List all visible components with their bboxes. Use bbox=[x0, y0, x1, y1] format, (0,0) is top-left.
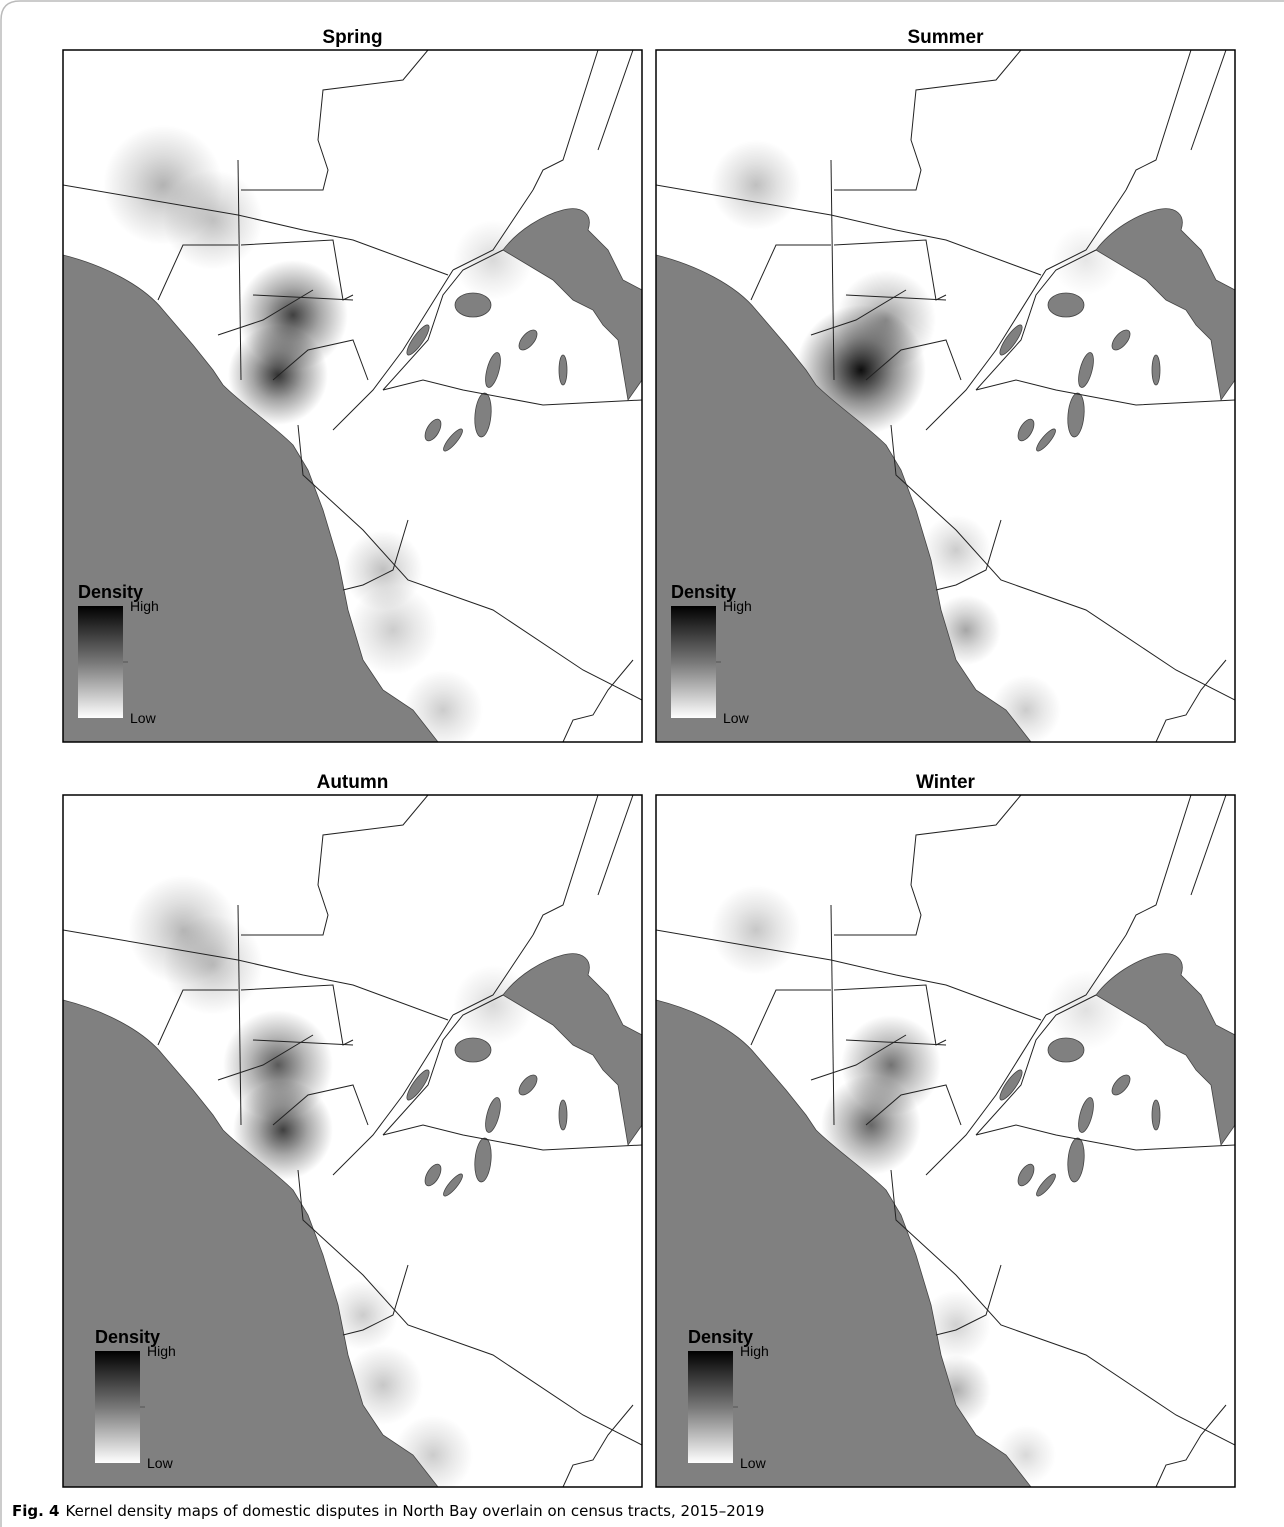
caption-label: Fig. 4 bbox=[12, 1502, 59, 1520]
legend-low: Low bbox=[147, 1455, 174, 1471]
panel-title: Autumn bbox=[317, 772, 389, 793]
legend-ramp bbox=[671, 606, 716, 718]
legend-low: Low bbox=[723, 710, 750, 726]
legend-high: High bbox=[147, 1343, 176, 1359]
density-hotspot bbox=[348, 585, 438, 675]
legend-low: Low bbox=[130, 710, 157, 726]
density-layer bbox=[128, 875, 533, 1487]
density-hotspot bbox=[711, 140, 801, 230]
panel-border bbox=[655, 49, 1236, 743]
panel-title: Spring bbox=[322, 27, 382, 48]
density-hotspot bbox=[233, 1080, 333, 1180]
density-hotspot bbox=[328, 1280, 398, 1350]
legend-title: Density bbox=[95, 1327, 160, 1347]
caption-text: Kernel density maps of domestic disputes… bbox=[65, 1502, 764, 1520]
density-hotspot bbox=[711, 885, 801, 975]
legend-high: High bbox=[723, 598, 752, 614]
legend-ramp bbox=[688, 1351, 733, 1463]
density-hotspot bbox=[921, 515, 991, 585]
panel-border bbox=[655, 794, 1236, 1488]
panel-title: Winter bbox=[916, 772, 976, 793]
legend-title: Density bbox=[688, 1327, 753, 1347]
legend-high: High bbox=[130, 598, 159, 614]
panel-border bbox=[62, 794, 643, 1488]
density-layer bbox=[103, 125, 533, 742]
legend-title: Density bbox=[78, 582, 143, 602]
caption: Fig. 4 Kernel density maps of domestic di… bbox=[12, 1502, 764, 1520]
legend-ramp bbox=[95, 1351, 140, 1463]
legend-low: Low bbox=[740, 1455, 767, 1471]
panel-title: Summer bbox=[907, 27, 984, 48]
legend-high: High bbox=[740, 1343, 769, 1359]
legend-title: Density bbox=[671, 582, 736, 602]
density-hotspot bbox=[821, 1075, 921, 1175]
legend-ramp bbox=[78, 606, 123, 718]
density-hotspot bbox=[228, 325, 328, 425]
panel-border bbox=[62, 49, 643, 743]
